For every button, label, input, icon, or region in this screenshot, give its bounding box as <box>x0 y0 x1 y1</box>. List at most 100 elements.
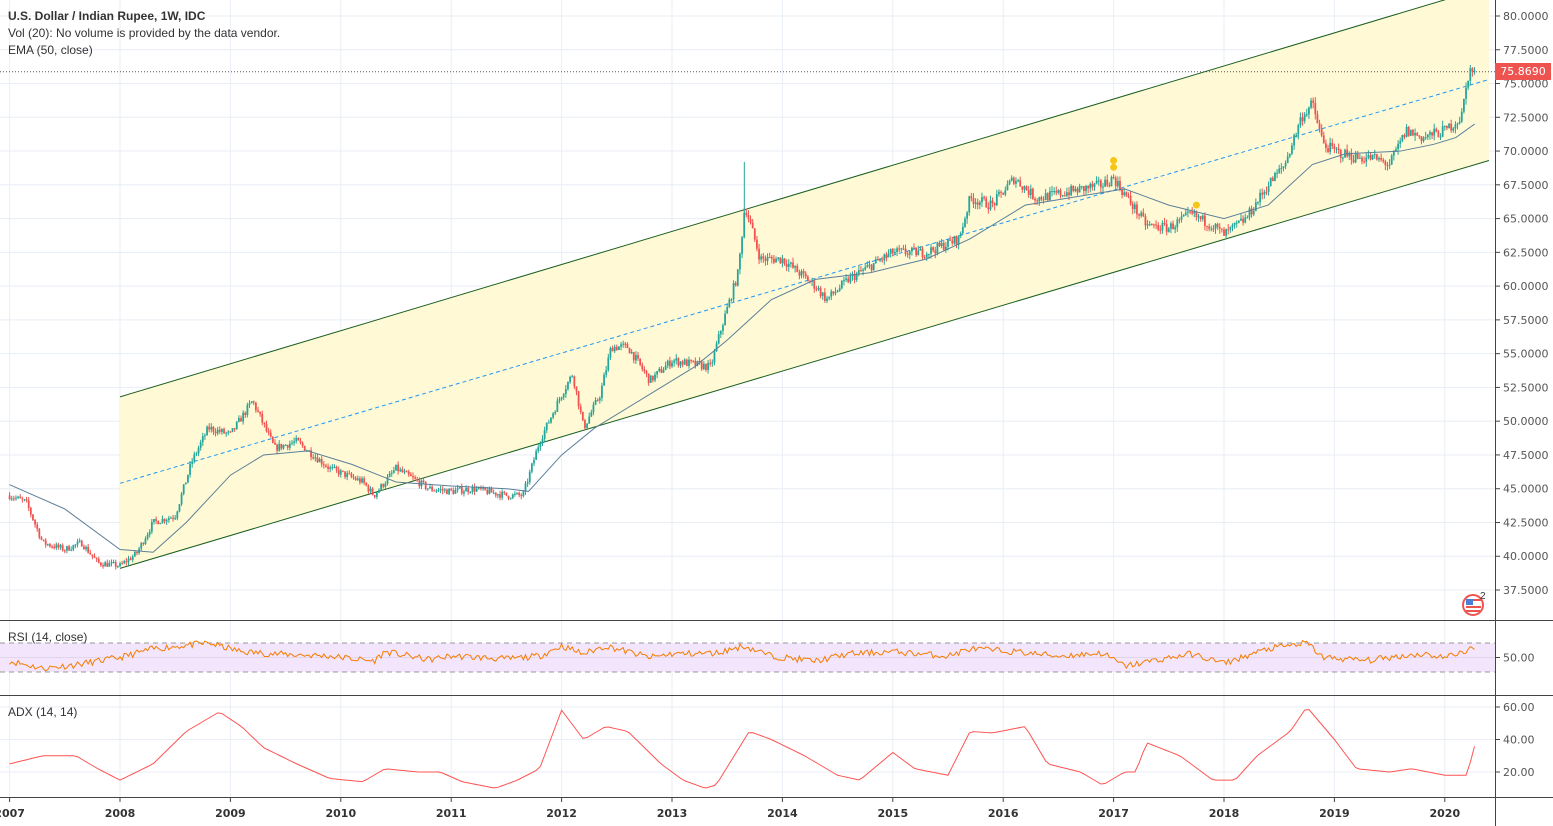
candle-body <box>543 430 546 439</box>
price-axis-label[interactable]: 45.0000 <box>1503 483 1549 496</box>
price-axis-label[interactable]: 60.0000 <box>1503 280 1549 293</box>
candle-body <box>473 486 476 492</box>
channel-upper-line <box>119 0 1446 398</box>
candle-body <box>885 254 888 257</box>
candle-body <box>486 489 489 494</box>
adx-axis-label[interactable]: 40.00 <box>1503 734 1535 747</box>
price-axis-label[interactable]: 57.5000 <box>1503 314 1549 327</box>
time-axis-label[interactable]: 2019 <box>1319 807 1350 820</box>
candle-body <box>1335 148 1338 150</box>
price-axis-label[interactable]: 40.0000 <box>1503 550 1549 563</box>
candle-body <box>1131 203 1134 209</box>
candle-body <box>911 247 913 252</box>
price-axis-label[interactable]: 72.5000 <box>1503 111 1549 124</box>
candle-body <box>1015 180 1017 184</box>
candle-body <box>830 291 833 297</box>
adx-indicator-label[interactable]: ADX (14, 14) <box>8 705 78 719</box>
candle-body <box>1242 218 1245 223</box>
candle-body <box>99 562 102 566</box>
price-axis-label[interactable]: 52.5000 <box>1503 381 1549 394</box>
candle-body <box>163 518 166 522</box>
candle-body <box>1322 135 1325 144</box>
ema-indicator-label[interactable]: EMA (50, close) <box>8 43 93 57</box>
price-axis-label[interactable]: 47.5000 <box>1503 449 1549 462</box>
adx-axis-label[interactable]: 20.00 <box>1503 766 1535 779</box>
price-axis-label[interactable]: 75.0000 <box>1503 78 1549 91</box>
time-axis-label[interactable]: 2011 <box>436 807 467 820</box>
time-axis-label[interactable]: 2020 <box>1429 807 1460 820</box>
symbol-title[interactable]: U.S. Dollar / Indian Rupee, 1W, IDC <box>8 9 206 23</box>
price-axis-label[interactable]: 42.5000 <box>1503 516 1549 529</box>
candle-body <box>1076 188 1079 193</box>
price-axis-label[interactable]: 55.0000 <box>1503 348 1549 361</box>
candle-body <box>989 200 992 210</box>
candle-body <box>1371 154 1374 160</box>
candle-body <box>223 429 225 434</box>
candle-body <box>1165 223 1168 232</box>
time-axis-label[interactable]: 2009 <box>215 807 246 820</box>
time-axis-label[interactable]: 2018 <box>1209 807 1240 820</box>
price-axis-label[interactable]: 62.5000 <box>1503 246 1549 259</box>
candle-body <box>136 551 138 554</box>
time-axis-label[interactable]: 2014 <box>767 807 798 820</box>
price-axis-label[interactable]: 70.0000 <box>1503 145 1549 158</box>
candle-body <box>794 265 797 268</box>
time-axis-label[interactable]: 2010 <box>325 807 356 820</box>
candle-body <box>1225 229 1228 236</box>
price-axis-label[interactable]: 67.5000 <box>1503 179 1549 192</box>
candle-body <box>908 251 911 255</box>
time-axis-label[interactable]: 2008 <box>105 807 136 820</box>
candle-body <box>881 259 884 261</box>
candle-body <box>254 402 257 411</box>
candle-body <box>1027 190 1030 196</box>
candle-body <box>705 363 707 370</box>
candle-body <box>282 445 285 449</box>
candle-body <box>690 359 693 361</box>
price-axis-label[interactable]: 80.0000 <box>1503 10 1549 23</box>
candle-body <box>344 471 346 477</box>
candle-body <box>637 355 639 359</box>
candle-body <box>1017 180 1019 182</box>
time-axis-label[interactable]: 2015 <box>877 807 908 820</box>
candle-body <box>403 471 406 473</box>
price-axis-label[interactable]: 37.5000 <box>1503 584 1549 597</box>
candle-body <box>779 257 782 264</box>
candle-body <box>1297 125 1300 135</box>
time-axis-label[interactable]: 2016 <box>988 807 1019 820</box>
candle-body <box>1380 158 1383 160</box>
time-axis-label[interactable]: 2007 <box>0 807 25 820</box>
candle-body <box>819 288 822 296</box>
candle-body <box>843 279 845 281</box>
candle-body <box>522 491 525 497</box>
price-axis-label[interactable]: 65.0000 <box>1503 213 1549 226</box>
volume-indicator-label[interactable]: Vol (20): No volume is provided by the d… <box>8 26 281 40</box>
adx-axis-label[interactable]: 60.00 <box>1503 701 1535 714</box>
time-axis-label[interactable]: 2013 <box>657 807 688 820</box>
candle-body <box>902 248 905 250</box>
candle-body <box>1282 166 1285 168</box>
candle-body <box>1029 188 1032 196</box>
candle-body <box>1208 226 1211 229</box>
time-axis-label[interactable]: 2017 <box>1098 807 1129 820</box>
candle-body <box>1392 151 1395 156</box>
candle-body <box>573 376 576 387</box>
events-count: 2 <box>1480 591 1486 602</box>
candle-body <box>1390 155 1393 165</box>
candle-body <box>550 417 552 423</box>
rsi-axis-label[interactable]: 50.00 <box>1503 652 1535 665</box>
price-axis-label[interactable]: 77.5000 <box>1503 44 1549 57</box>
candle-body <box>872 263 875 271</box>
candle-body <box>1144 216 1147 226</box>
us-flag-economic-events-icon[interactable] <box>1462 594 1486 616</box>
candle-body <box>658 368 661 372</box>
time-axis-label[interactable]: 2012 <box>546 807 577 820</box>
candle-body <box>635 355 637 361</box>
candle-body <box>961 226 964 234</box>
candle-body <box>734 283 737 286</box>
candle-body <box>513 493 516 495</box>
candle-body <box>1074 188 1077 192</box>
price-axis-label[interactable]: 50.0000 <box>1503 415 1549 428</box>
candle-body <box>1155 224 1157 226</box>
rsi-indicator-label[interactable]: RSI (14, close) <box>8 630 88 644</box>
